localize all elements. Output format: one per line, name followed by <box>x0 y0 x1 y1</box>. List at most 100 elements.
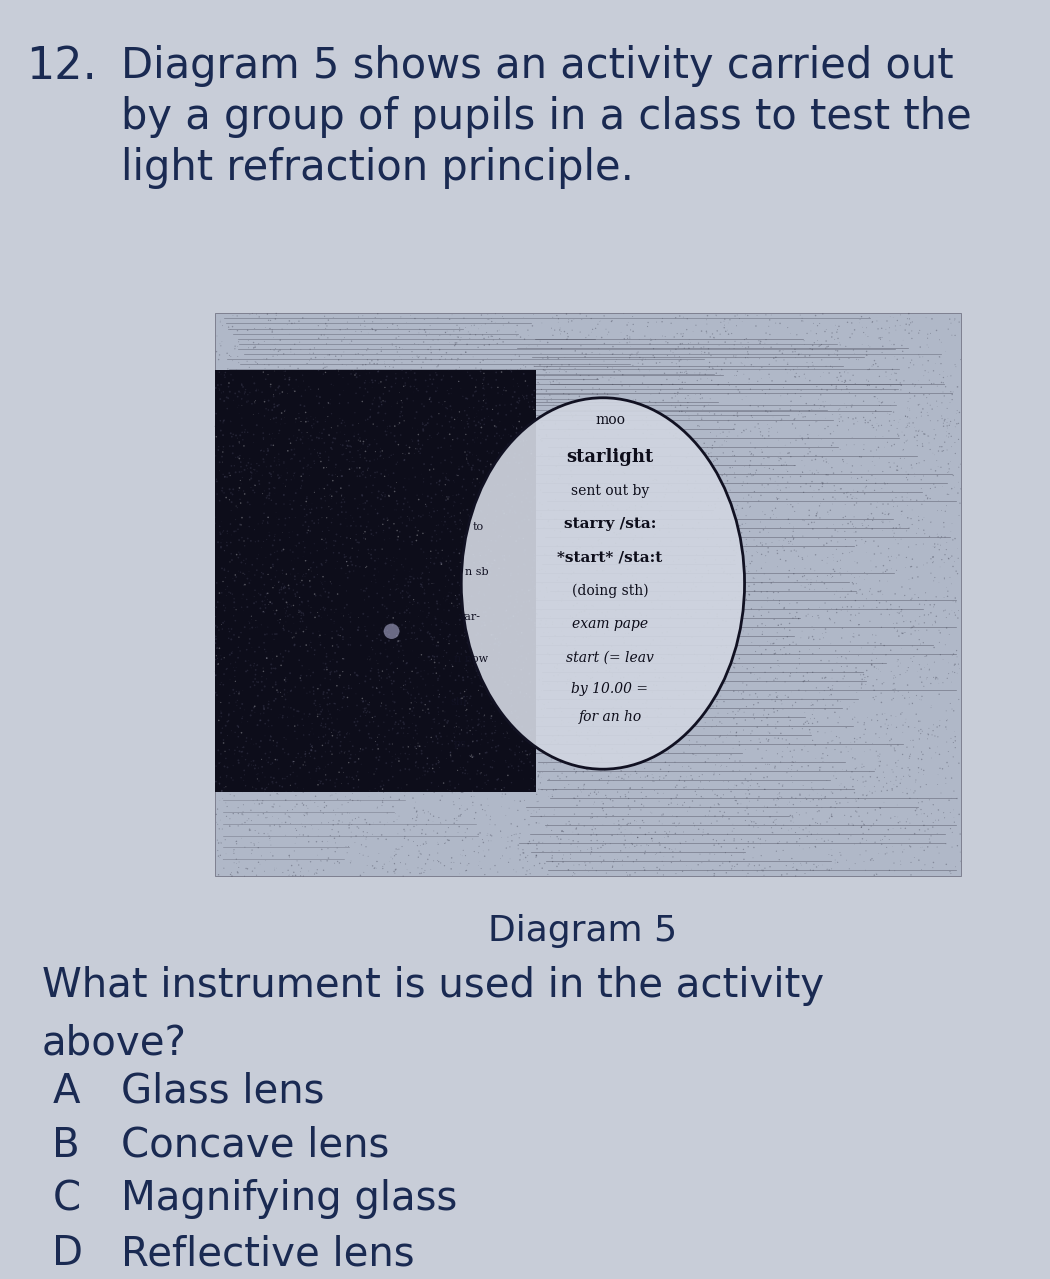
Point <box>333 485 350 505</box>
Point <box>924 725 941 746</box>
Point <box>387 659 404 679</box>
Point <box>247 858 264 879</box>
Point <box>340 774 357 794</box>
Point <box>701 402 718 422</box>
Point <box>392 852 408 872</box>
Point <box>442 590 459 610</box>
Point <box>486 476 503 496</box>
Point <box>651 352 668 372</box>
Point <box>643 723 659 743</box>
Point <box>567 666 584 687</box>
Point <box>526 749 543 770</box>
Point <box>316 780 333 801</box>
Point <box>621 724 637 744</box>
Point <box>507 446 524 467</box>
Text: A: A <box>52 1072 80 1111</box>
Point <box>418 549 435 569</box>
Point <box>654 851 671 871</box>
Point <box>401 437 418 458</box>
Point <box>306 615 322 636</box>
Point <box>569 593 586 614</box>
Point <box>429 308 446 329</box>
Point <box>728 366 744 386</box>
Point <box>445 852 462 872</box>
Point <box>317 430 334 450</box>
Point <box>387 431 404 451</box>
Point <box>525 604 542 624</box>
Point <box>602 436 618 457</box>
Point <box>250 403 267 423</box>
Point <box>397 393 414 413</box>
Point <box>839 561 856 582</box>
Point <box>394 698 411 719</box>
Point <box>396 828 413 848</box>
Point <box>297 743 314 764</box>
Point <box>440 553 457 573</box>
Point <box>223 428 239 449</box>
Point <box>336 545 353 565</box>
Point <box>638 605 655 625</box>
Point <box>302 665 319 686</box>
Point <box>741 496 758 517</box>
Point <box>462 398 479 418</box>
Point <box>763 822 780 843</box>
Point <box>501 720 518 741</box>
Point <box>578 599 594 619</box>
Point <box>604 490 621 510</box>
Point <box>413 568 429 588</box>
Point <box>503 536 520 556</box>
Point <box>384 422 401 443</box>
Point <box>348 363 364 384</box>
Point <box>398 629 415 650</box>
Point <box>769 334 785 354</box>
Point <box>489 334 506 354</box>
Point <box>727 587 743 608</box>
Point <box>445 542 462 563</box>
Point <box>375 521 392 541</box>
Point <box>433 437 449 458</box>
Point <box>425 650 442 670</box>
Point <box>307 748 323 769</box>
Point <box>737 784 754 804</box>
Point <box>843 462 860 482</box>
Point <box>339 568 356 588</box>
Point <box>651 668 668 688</box>
Point <box>435 366 452 386</box>
Point <box>814 550 831 570</box>
Point <box>901 413 918 434</box>
Point <box>426 652 443 673</box>
Point <box>664 806 680 826</box>
Point <box>457 822 474 843</box>
Point <box>872 592 888 613</box>
Point <box>393 450 410 471</box>
Point <box>942 412 959 432</box>
Point <box>351 567 368 587</box>
Point <box>823 326 840 347</box>
Point <box>343 352 360 372</box>
Point <box>901 746 918 766</box>
Point <box>277 803 294 824</box>
Point <box>815 473 832 494</box>
Point <box>416 583 433 604</box>
Point <box>265 677 281 697</box>
Point <box>443 582 460 602</box>
Point <box>479 825 496 845</box>
Point <box>418 831 435 852</box>
Point <box>324 448 341 468</box>
Point <box>740 348 757 368</box>
Point <box>495 425 511 445</box>
Point <box>830 329 846 349</box>
Point <box>375 509 392 530</box>
Point <box>505 426 522 446</box>
Point <box>323 712 340 733</box>
Point <box>368 441 384 462</box>
Point <box>383 706 400 726</box>
Point <box>245 671 261 692</box>
Point <box>420 339 437 359</box>
Point <box>438 398 455 418</box>
Point <box>346 663 363 683</box>
Point <box>300 508 317 528</box>
Point <box>539 673 555 693</box>
Point <box>388 634 405 655</box>
Point <box>294 308 311 329</box>
